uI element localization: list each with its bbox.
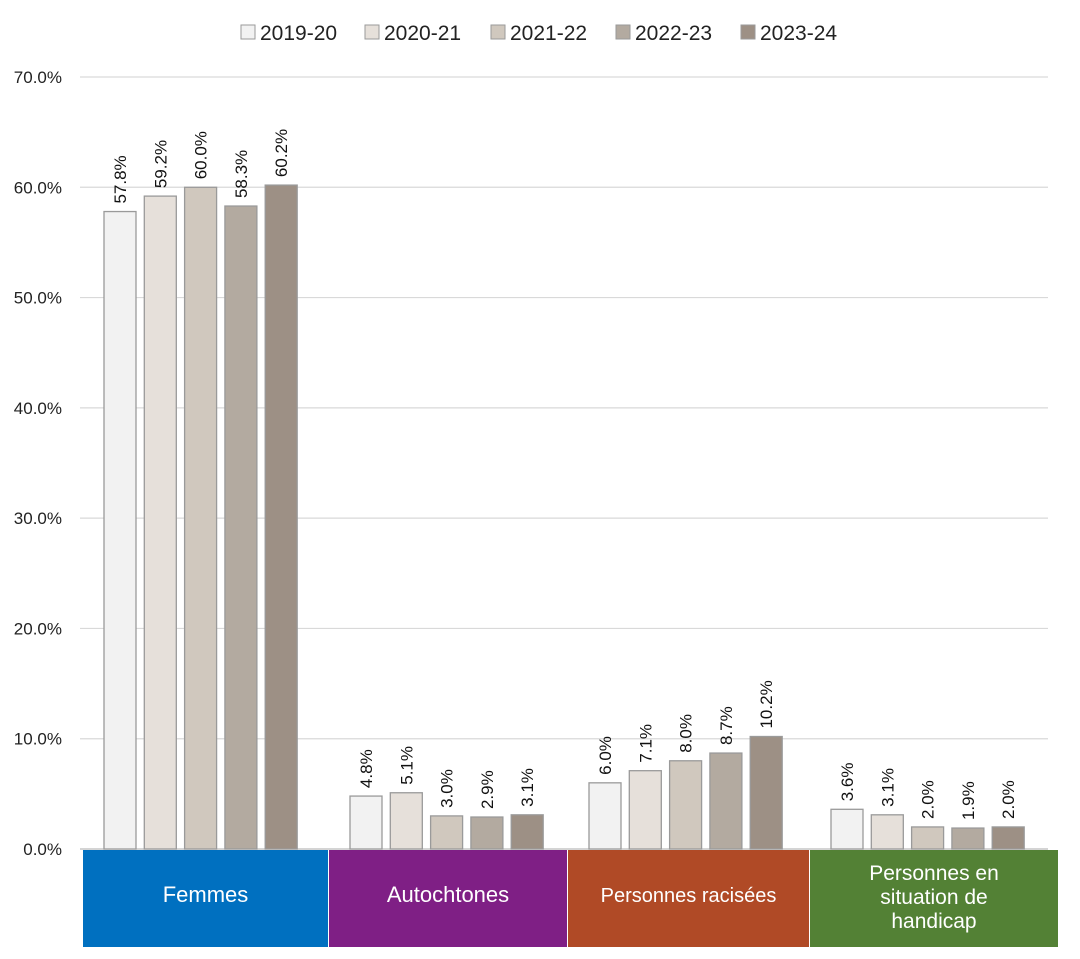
data-label: 3.1% bbox=[518, 768, 537, 807]
category-axis: Femmes Autochtones Personnes racisées Perso… bbox=[83, 850, 1058, 947]
bar-2021-22 bbox=[183, 186, 218, 850]
category-box bbox=[568, 850, 809, 947]
bar-2019-20 bbox=[588, 782, 622, 850]
data-label: 2.0% bbox=[919, 780, 938, 819]
legend-swatch bbox=[240, 24, 256, 40]
data-labels: 57.8% 59.2% 60.0% 58.3% 60.2% 4.8% 5.1% 3.0% 2.9… bbox=[111, 129, 1018, 820]
bar-2022-23 bbox=[224, 205, 258, 850]
category-label: Autochtones bbox=[387, 882, 509, 907]
legend: 2019-20 2020-21 2021-22 2022-23 2023-24 bbox=[240, 22, 837, 45]
category-label: Femmes bbox=[163, 882, 249, 907]
data-label: 3.6% bbox=[838, 763, 857, 802]
bar-2021-22 bbox=[429, 815, 464, 850]
y-tick-label: 70.0% bbox=[14, 68, 62, 87]
bar-2020-21 bbox=[389, 792, 423, 850]
bar-2022-23 bbox=[470, 816, 504, 850]
legend-label: 2019-20 bbox=[260, 22, 337, 45]
bar-2019-20 bbox=[349, 795, 383, 850]
bar-2021-22 bbox=[910, 826, 945, 850]
legend-label: 2021-22 bbox=[510, 22, 587, 45]
bars bbox=[103, 184, 1025, 850]
y-axis: 0.0% 10.0% 20.0% 30.0% 40.0% 50.0% 60.0% 70.0% bbox=[14, 68, 62, 859]
data-label: 8.7% bbox=[717, 706, 736, 745]
data-label: 2.9% bbox=[478, 770, 497, 809]
data-label: 7.1% bbox=[636, 724, 655, 763]
y-tick-label: 30.0% bbox=[14, 509, 62, 528]
legend-label: 2023-24 bbox=[760, 22, 837, 45]
data-label: 1.9% bbox=[959, 781, 978, 820]
data-label: 60.0% bbox=[192, 131, 211, 179]
data-label: 57.8% bbox=[111, 155, 130, 203]
data-label: 59.2% bbox=[151, 140, 170, 188]
data-label: 6.0% bbox=[596, 736, 615, 775]
data-label: 3.0% bbox=[438, 769, 457, 808]
bar-2020-21 bbox=[143, 195, 177, 850]
data-label: 3.1% bbox=[878, 768, 897, 807]
legend-label: 2022-23 bbox=[635, 22, 712, 45]
category-label-line: handicap bbox=[891, 910, 976, 933]
y-tick-label: 40.0% bbox=[14, 399, 62, 418]
data-label: 4.8% bbox=[357, 749, 376, 788]
bar-2019-20 bbox=[103, 210, 137, 850]
bar-2023-24 bbox=[749, 735, 783, 850]
legend-label: 2020-21 bbox=[384, 22, 461, 45]
data-label: 8.0% bbox=[677, 714, 696, 753]
bar-2023-24 bbox=[991, 826, 1025, 850]
legend-swatch bbox=[740, 24, 756, 40]
category-box bbox=[329, 850, 567, 947]
y-tick-label: 20.0% bbox=[14, 619, 62, 638]
bar-2019-20 bbox=[830, 808, 864, 850]
category-label-line: situation de bbox=[880, 886, 987, 909]
bar-2022-23 bbox=[951, 827, 985, 850]
y-tick-label: 10.0% bbox=[14, 730, 62, 749]
data-label: 5.1% bbox=[397, 746, 416, 785]
category-box bbox=[810, 850, 1058, 947]
legend-swatch bbox=[615, 24, 631, 40]
legend-swatch bbox=[364, 24, 380, 40]
category-box bbox=[83, 850, 328, 947]
bar-2023-24 bbox=[264, 184, 298, 850]
y-tick-label: 60.0% bbox=[14, 178, 62, 197]
data-label: 10.2% bbox=[757, 680, 776, 728]
data-label: 58.3% bbox=[232, 150, 251, 198]
category-label-line: Personnes en bbox=[869, 862, 999, 885]
bar-2021-22 bbox=[668, 760, 703, 850]
data-label: 60.2% bbox=[272, 129, 291, 177]
y-tick-label: 50.0% bbox=[14, 289, 62, 308]
bar-2022-23 bbox=[709, 752, 743, 850]
y-tick-label: 0.0% bbox=[23, 840, 62, 859]
legend-swatch bbox=[490, 24, 506, 40]
bar-2020-21 bbox=[870, 814, 904, 850]
bar-2020-21 bbox=[628, 770, 662, 850]
category-label: Personnes racisées bbox=[601, 885, 777, 907]
data-label: 2.0% bbox=[999, 780, 1018, 819]
category-label: Personnes en situation de handicap bbox=[869, 862, 999, 933]
bar-2023-24 bbox=[510, 814, 544, 850]
